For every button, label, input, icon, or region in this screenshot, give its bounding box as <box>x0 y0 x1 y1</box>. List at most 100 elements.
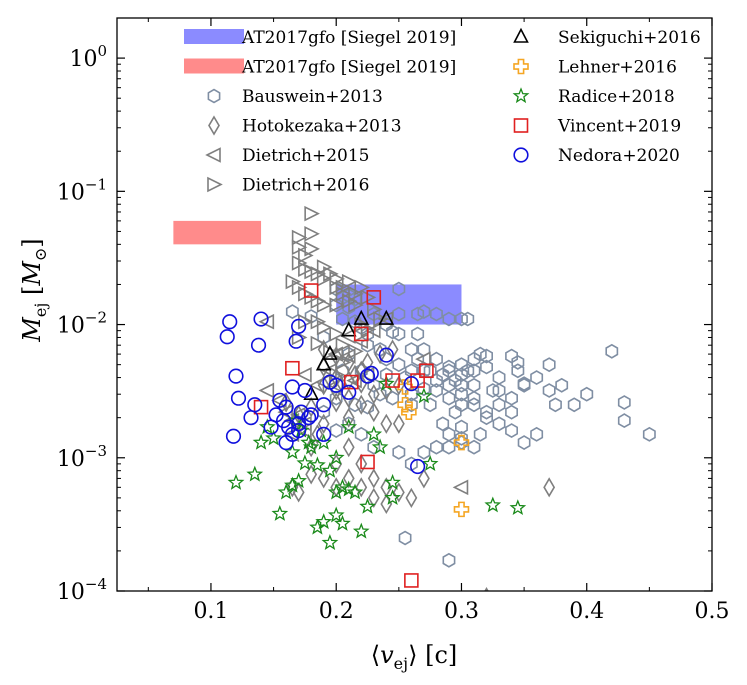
point-dietrich-2016 <box>341 273 358 290</box>
legend-marker <box>513 27 529 43</box>
point-bauswein-2013 <box>411 306 425 322</box>
point-dietrich-2016 <box>304 226 320 242</box>
point-hotokezaka-2013 <box>305 464 318 485</box>
point-bauswein-2013 <box>473 426 487 442</box>
tick-labels-layer: 0.1 0.2 0.3 0.4 0.5 10−4 10−3 10−2 10−1 100 <box>57 42 730 624</box>
point-vincent-2019 <box>343 374 359 390</box>
point-nedora-2020 <box>276 413 292 429</box>
point-sekiguchi-2016 <box>378 309 395 325</box>
point-radice-2018 <box>334 514 351 531</box>
legend-marker <box>513 58 529 75</box>
point-nedora-2020 <box>288 333 304 349</box>
point-nedora-2020 <box>378 347 394 363</box>
legend-label: Dietrich+2016 <box>242 176 370 196</box>
legend-swatch <box>184 58 244 74</box>
legend-entry: Sekiguchi+2016 <box>513 27 701 48</box>
point-nedora-2020 <box>316 397 332 413</box>
point-hotokezaka-2013 <box>417 468 430 489</box>
series-sekiguchi-2016 <box>303 309 395 401</box>
point-hotokezaka-2013 <box>317 375 330 396</box>
point-bauswein-2013 <box>517 435 531 451</box>
legend-marker <box>207 176 223 193</box>
point-hotokezaka-2013 <box>342 388 355 409</box>
point-sekiguchi-2016 <box>303 384 319 401</box>
point-hotokezaka-2013 <box>374 344 386 365</box>
point-nedora-2020 <box>328 377 344 393</box>
legend-label: AT2017gfo [Siegel 2019] <box>241 28 456 48</box>
point-radice-2018 <box>227 473 245 490</box>
point-bauswein-2013 <box>436 416 450 432</box>
point-bauswein-2013 <box>404 397 418 413</box>
point-bauswein-2013 <box>480 359 494 375</box>
point-radice-2018 <box>284 476 301 493</box>
point-radice-2018 <box>359 497 376 514</box>
point-bauswein-2013 <box>542 383 556 398</box>
point-bauswein-2013 <box>492 397 506 413</box>
point-bauswein-2013 <box>454 386 468 402</box>
legend-label: Hotokezaka+2013 <box>242 117 402 137</box>
point-vincent-2019 <box>385 373 400 388</box>
series-hotokezaka-2013 <box>280 339 556 591</box>
point-bauswein-2013 <box>392 306 406 322</box>
point-nedora-2020 <box>291 318 307 334</box>
point-bauswein-2013 <box>505 423 519 439</box>
point-radice-2018 <box>346 483 364 500</box>
x-tick-label: 0.5 <box>695 599 730 624</box>
point-bauswein-2013 <box>367 439 381 455</box>
point-hotokezaka-2013 <box>355 453 368 474</box>
legend-entry: Dietrich+2015 <box>205 146 370 166</box>
point-radice-2018 <box>484 496 502 513</box>
point-hotokezaka-2013 <box>367 384 380 405</box>
point-dietrich-2016 <box>329 326 345 342</box>
point-dietrich-2016 <box>348 343 364 360</box>
point-bauswein-2013 <box>285 304 299 320</box>
point-dietrich-2016 <box>329 297 345 313</box>
point-dietrich-2016 <box>304 241 320 257</box>
point-hotokezaka-2013 <box>355 477 368 498</box>
point-nedora-2020 <box>222 314 238 330</box>
point-vincent-2019 <box>366 290 382 305</box>
point-bauswein-2013 <box>392 281 406 297</box>
point-vincent-2019 <box>353 326 369 342</box>
point-hotokezaka-2013 <box>280 392 293 413</box>
point-bauswein-2013 <box>480 404 494 420</box>
point-bauswein-2013 <box>511 354 525 370</box>
x-tick-label: 0.2 <box>319 599 354 624</box>
point-nedora-2020 <box>293 404 309 420</box>
point-bauswein-2013 <box>530 370 544 386</box>
point-nedora-2020 <box>363 365 379 381</box>
point-bauswein-2013 <box>467 390 481 406</box>
point-dietrich-2016 <box>316 319 333 336</box>
point-bauswein-2013 <box>580 386 594 402</box>
point-bauswein-2013 <box>335 311 349 327</box>
y-tick-label: 10−3 <box>57 442 107 472</box>
point-bauswein-2013 <box>642 426 656 442</box>
legend-swatch <box>184 29 244 44</box>
point-radice-2018 <box>321 533 339 550</box>
points-layer <box>219 205 656 591</box>
legend-entry: Nedora+2020 <box>513 146 680 166</box>
point-bauswein-2013 <box>461 311 475 327</box>
point-dietrich-2016 <box>291 329 308 346</box>
point-bauswein-2013 <box>423 397 437 413</box>
point-radice-2018 <box>290 472 307 489</box>
point-lehner-2016 <box>453 434 470 451</box>
point-radice-2018 <box>415 387 433 404</box>
point-nedora-2020 <box>410 458 426 475</box>
point-radice-2018 <box>277 483 295 500</box>
legend-label: Lehner+2016 <box>558 58 677 78</box>
point-dietrich-2015 <box>296 366 312 383</box>
point-radice-2018 <box>371 438 389 455</box>
point-radice-2018 <box>300 433 318 450</box>
legend-marker <box>513 147 529 163</box>
point-nedora-2020 <box>228 368 244 384</box>
point-radice-2018 <box>271 505 289 521</box>
point-bauswein-2013 <box>454 430 468 446</box>
point-bauswein-2013 <box>442 359 456 375</box>
point-bauswein-2013 <box>530 426 544 442</box>
point-bauswein-2013 <box>404 386 418 402</box>
point-bauswein-2013 <box>429 351 443 367</box>
point-vincent-2019 <box>285 360 300 376</box>
point-dietrich-2015 <box>327 377 344 394</box>
point-hotokezaka-2013 <box>380 413 393 434</box>
